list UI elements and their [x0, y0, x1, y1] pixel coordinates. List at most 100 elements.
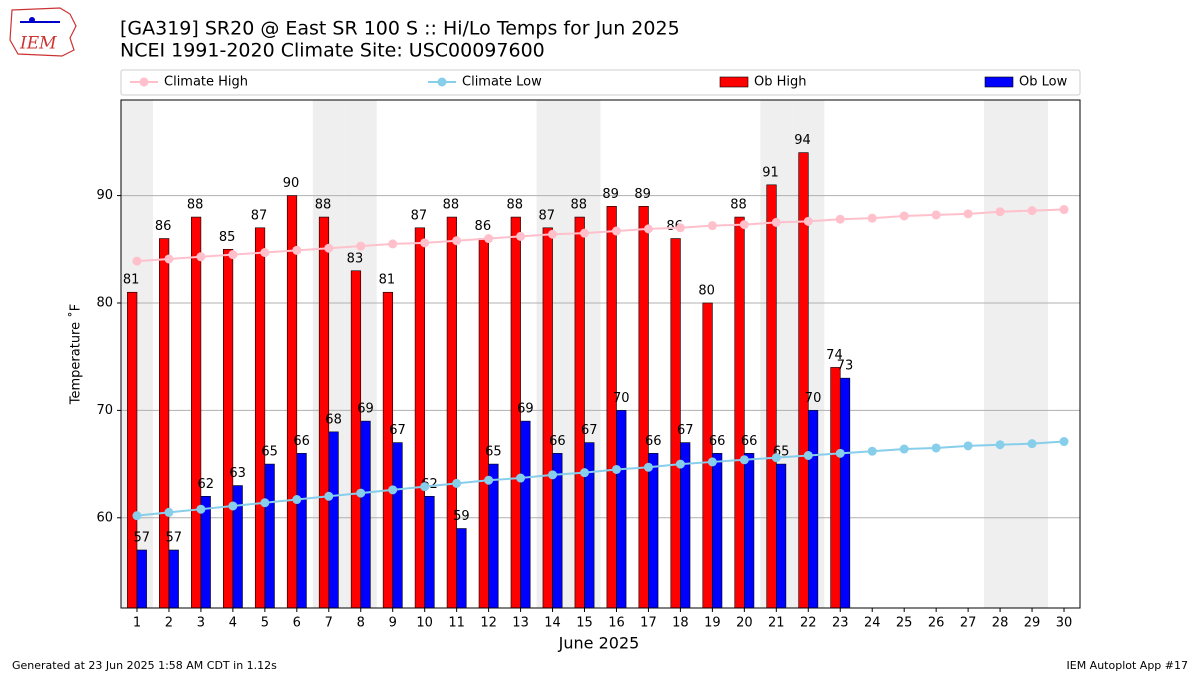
point	[835, 448, 845, 458]
point	[484, 475, 494, 485]
value-label: 91	[762, 165, 779, 180]
point	[516, 231, 526, 241]
value-label: 74	[826, 348, 843, 363]
y-axis-label: Temperature ˚F	[68, 304, 84, 405]
value-label: 66	[709, 434, 726, 449]
point	[292, 245, 302, 255]
point	[675, 223, 685, 233]
bar	[734, 216, 745, 609]
bar	[702, 302, 713, 609]
bar	[127, 291, 138, 609]
point	[835, 214, 845, 224]
value-label: 66	[645, 434, 662, 449]
value-label: 57	[134, 531, 151, 546]
bar	[830, 367, 841, 609]
point	[548, 470, 558, 480]
point	[643, 462, 653, 472]
x-tick-label: 30	[1056, 616, 1073, 631]
x-tick-label: 20	[736, 616, 753, 631]
y-tick-label: 70	[96, 403, 113, 418]
point	[292, 495, 302, 505]
x-tick-label: 23	[832, 616, 849, 631]
legend-marker	[139, 77, 149, 87]
point	[739, 220, 749, 230]
x-tick-label: 27	[960, 616, 977, 631]
x-tick-label: 29	[1024, 616, 1041, 631]
bar	[264, 463, 275, 609]
bar	[254, 227, 266, 609]
point	[420, 238, 430, 248]
point	[516, 473, 526, 483]
point	[1059, 437, 1069, 447]
point	[707, 221, 717, 231]
value-label: 66	[293, 434, 310, 449]
point	[132, 511, 142, 521]
bar	[350, 270, 362, 609]
value-label: 59	[453, 509, 470, 524]
legend-label: Ob Low	[1019, 75, 1068, 90]
bar	[766, 184, 777, 609]
bar	[839, 377, 851, 609]
legend-marker	[437, 77, 447, 87]
legend-label: Climate High	[164, 75, 248, 90]
legend-swatch	[984, 76, 1014, 88]
point	[963, 441, 973, 451]
bar	[296, 453, 307, 609]
bar	[392, 442, 403, 609]
value-label: 88	[315, 198, 332, 213]
point	[580, 228, 590, 238]
value-label: 89	[602, 187, 619, 202]
value-label: 88	[187, 198, 204, 213]
value-label: 80	[698, 283, 715, 298]
bar	[776, 463, 787, 609]
bar	[159, 238, 170, 609]
x-tick-label: 6	[293, 616, 301, 631]
point	[228, 501, 238, 511]
point	[324, 243, 334, 253]
point	[164, 254, 174, 264]
value-label: 94	[794, 133, 811, 148]
point	[995, 207, 1005, 217]
logo: IEM	[9, 7, 77, 57]
x-tick-label: 22	[800, 616, 817, 631]
value-label: 69	[357, 402, 374, 417]
point	[580, 468, 590, 478]
value-label: 81	[379, 273, 396, 288]
value-label: 87	[538, 208, 555, 223]
point	[867, 446, 877, 456]
point	[548, 229, 558, 239]
x-tick-label: 26	[928, 616, 945, 631]
value-label: 66	[741, 434, 758, 449]
value-label: 89	[634, 187, 651, 202]
legend-swatch	[719, 76, 749, 88]
x-tick-label: 14	[544, 616, 561, 631]
point	[452, 236, 462, 246]
bar	[744, 453, 755, 609]
bar	[360, 420, 371, 609]
point	[899, 211, 909, 221]
value-label: 73	[837, 359, 854, 374]
bar	[191, 216, 202, 609]
point	[164, 507, 174, 517]
point	[1027, 206, 1037, 216]
bar	[286, 195, 298, 609]
value-label: 90	[283, 176, 300, 191]
point	[260, 498, 270, 508]
value-label: 86	[475, 219, 492, 234]
point	[675, 459, 685, 469]
point	[356, 488, 366, 498]
value-label: 86	[155, 219, 172, 234]
bar	[648, 453, 659, 609]
bar	[574, 216, 585, 609]
value-label: 69	[517, 402, 534, 417]
x-tick-label: 3	[197, 616, 205, 631]
value-label: 65	[261, 445, 278, 460]
x-tick-label: 12	[480, 616, 497, 631]
footer-right: IEM Autoplot App #17	[1067, 659, 1189, 672]
point	[388, 485, 398, 495]
point	[995, 440, 1005, 450]
point	[228, 250, 238, 260]
x-tick-label: 21	[768, 616, 785, 631]
chart-subtitle: NCEI 1991-2020 Climate Site: USC00097600	[120, 40, 545, 62]
point	[707, 457, 717, 467]
